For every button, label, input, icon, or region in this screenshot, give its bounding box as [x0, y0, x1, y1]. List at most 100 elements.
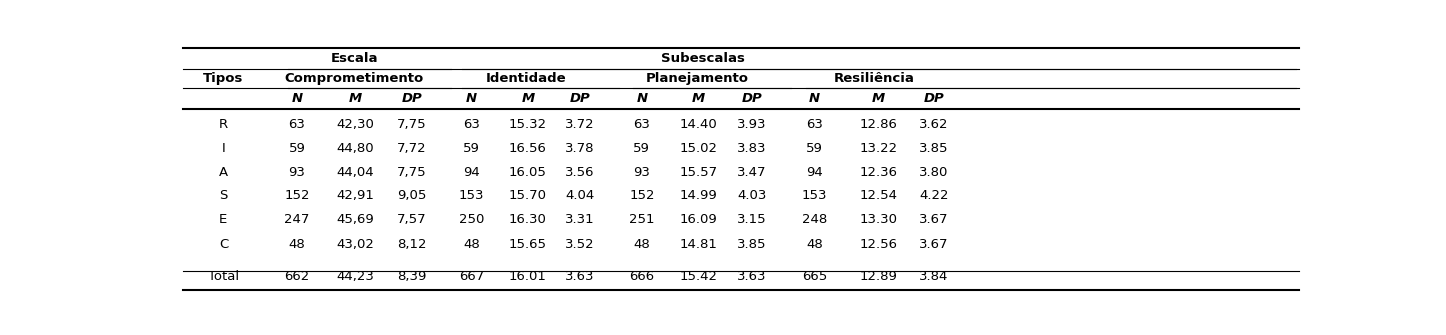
Text: 59: 59 [289, 142, 305, 155]
Text: Planejamento: Planejamento [645, 72, 749, 85]
Text: 3.63: 3.63 [737, 270, 766, 283]
Text: I: I [221, 142, 226, 155]
Text: M: M [522, 92, 535, 105]
Text: N: N [466, 92, 477, 105]
Text: 16.30: 16.30 [509, 213, 547, 226]
Text: N: N [810, 92, 820, 105]
Text: 4.22: 4.22 [920, 189, 949, 202]
Text: 15.57: 15.57 [680, 166, 717, 179]
Text: 4.03: 4.03 [737, 189, 766, 202]
Text: 3.72: 3.72 [565, 118, 594, 131]
Text: 3.80: 3.80 [920, 166, 949, 179]
Text: 665: 665 [803, 270, 827, 283]
Text: 15.32: 15.32 [509, 118, 547, 131]
Text: 251: 251 [629, 213, 655, 226]
Text: 3.31: 3.31 [565, 213, 594, 226]
Text: 63: 63 [463, 118, 480, 131]
Text: 3.85: 3.85 [737, 238, 766, 251]
Text: 94: 94 [807, 166, 823, 179]
Text: 16.01: 16.01 [509, 270, 547, 283]
Text: 3.83: 3.83 [737, 142, 766, 155]
Text: 248: 248 [803, 213, 827, 226]
Text: 3.47: 3.47 [737, 166, 766, 179]
Text: 12.86: 12.86 [859, 118, 897, 131]
Text: 16.09: 16.09 [680, 213, 717, 226]
Text: 3.67: 3.67 [920, 213, 949, 226]
Text: 9,05: 9,05 [398, 189, 427, 202]
Text: 44,80: 44,80 [337, 142, 375, 155]
Text: 153: 153 [803, 189, 827, 202]
Text: M: M [348, 92, 362, 105]
Text: 48: 48 [289, 238, 305, 251]
Text: 13.30: 13.30 [859, 213, 898, 226]
Text: 42,30: 42,30 [335, 118, 375, 131]
Text: 59: 59 [633, 142, 651, 155]
Text: 15.02: 15.02 [680, 142, 717, 155]
Text: 44,04: 44,04 [337, 166, 375, 179]
Text: N: N [292, 92, 302, 105]
Text: 152: 152 [285, 189, 309, 202]
Text: 14.99: 14.99 [680, 189, 717, 202]
Text: 16.05: 16.05 [509, 166, 547, 179]
Text: 12.89: 12.89 [859, 270, 897, 283]
Text: 12.36: 12.36 [859, 166, 898, 179]
Text: 42,91: 42,91 [335, 189, 375, 202]
Text: 3.63: 3.63 [565, 270, 594, 283]
Text: 15.65: 15.65 [509, 238, 547, 251]
Text: 43,02: 43,02 [335, 238, 375, 251]
Text: 3.85: 3.85 [920, 142, 949, 155]
Text: DP: DP [924, 92, 944, 105]
Text: 4.04: 4.04 [565, 189, 594, 202]
Text: Escala: Escala [331, 52, 377, 65]
Text: 3.78: 3.78 [565, 142, 594, 155]
Text: 3.62: 3.62 [920, 118, 949, 131]
Text: 13.22: 13.22 [859, 142, 898, 155]
Text: 16.56: 16.56 [509, 142, 547, 155]
Text: 662: 662 [285, 270, 309, 283]
Text: M: M [872, 92, 885, 105]
Text: 3.67: 3.67 [920, 238, 949, 251]
Text: 94: 94 [463, 166, 480, 179]
Text: 59: 59 [463, 142, 480, 155]
Text: 48: 48 [807, 238, 823, 251]
Text: Resiliência: Resiliência [834, 72, 915, 85]
Text: M: M [691, 92, 706, 105]
Text: 14.81: 14.81 [680, 238, 717, 251]
Text: Tipos: Tipos [204, 72, 243, 85]
Text: N: N [636, 92, 648, 105]
Text: 93: 93 [633, 166, 651, 179]
Text: 93: 93 [289, 166, 305, 179]
Text: 7,75: 7,75 [396, 166, 427, 179]
Text: 666: 666 [629, 270, 655, 283]
Text: 7,57: 7,57 [396, 213, 427, 226]
Text: 153: 153 [458, 189, 484, 202]
Text: 45,69: 45,69 [337, 213, 375, 226]
Text: 48: 48 [463, 238, 480, 251]
Text: 3.52: 3.52 [565, 238, 594, 251]
Text: 12.56: 12.56 [859, 238, 898, 251]
Text: DP: DP [402, 92, 422, 105]
Text: Comprometimento: Comprometimento [285, 72, 424, 85]
Text: 59: 59 [807, 142, 823, 155]
Text: 12.54: 12.54 [859, 189, 898, 202]
Text: R: R [218, 118, 228, 131]
Text: A: A [218, 166, 228, 179]
Text: 44,23: 44,23 [335, 270, 375, 283]
Text: 63: 63 [633, 118, 651, 131]
Text: Identidade: Identidade [486, 72, 565, 85]
Text: 63: 63 [807, 118, 823, 131]
Text: 667: 667 [458, 270, 484, 283]
Text: 7,75: 7,75 [396, 118, 427, 131]
Text: C: C [218, 238, 228, 251]
Text: 7,72: 7,72 [396, 142, 427, 155]
Text: 8,12: 8,12 [398, 238, 427, 251]
Text: 63: 63 [289, 118, 305, 131]
Text: 250: 250 [458, 213, 484, 226]
Text: Total: Total [208, 270, 239, 283]
Text: 15.70: 15.70 [509, 189, 547, 202]
Text: 3.15: 3.15 [737, 213, 766, 226]
Text: 3.93: 3.93 [737, 118, 766, 131]
Text: Subescalas: Subescalas [661, 52, 745, 65]
Text: S: S [220, 189, 227, 202]
Text: 3.84: 3.84 [920, 270, 949, 283]
